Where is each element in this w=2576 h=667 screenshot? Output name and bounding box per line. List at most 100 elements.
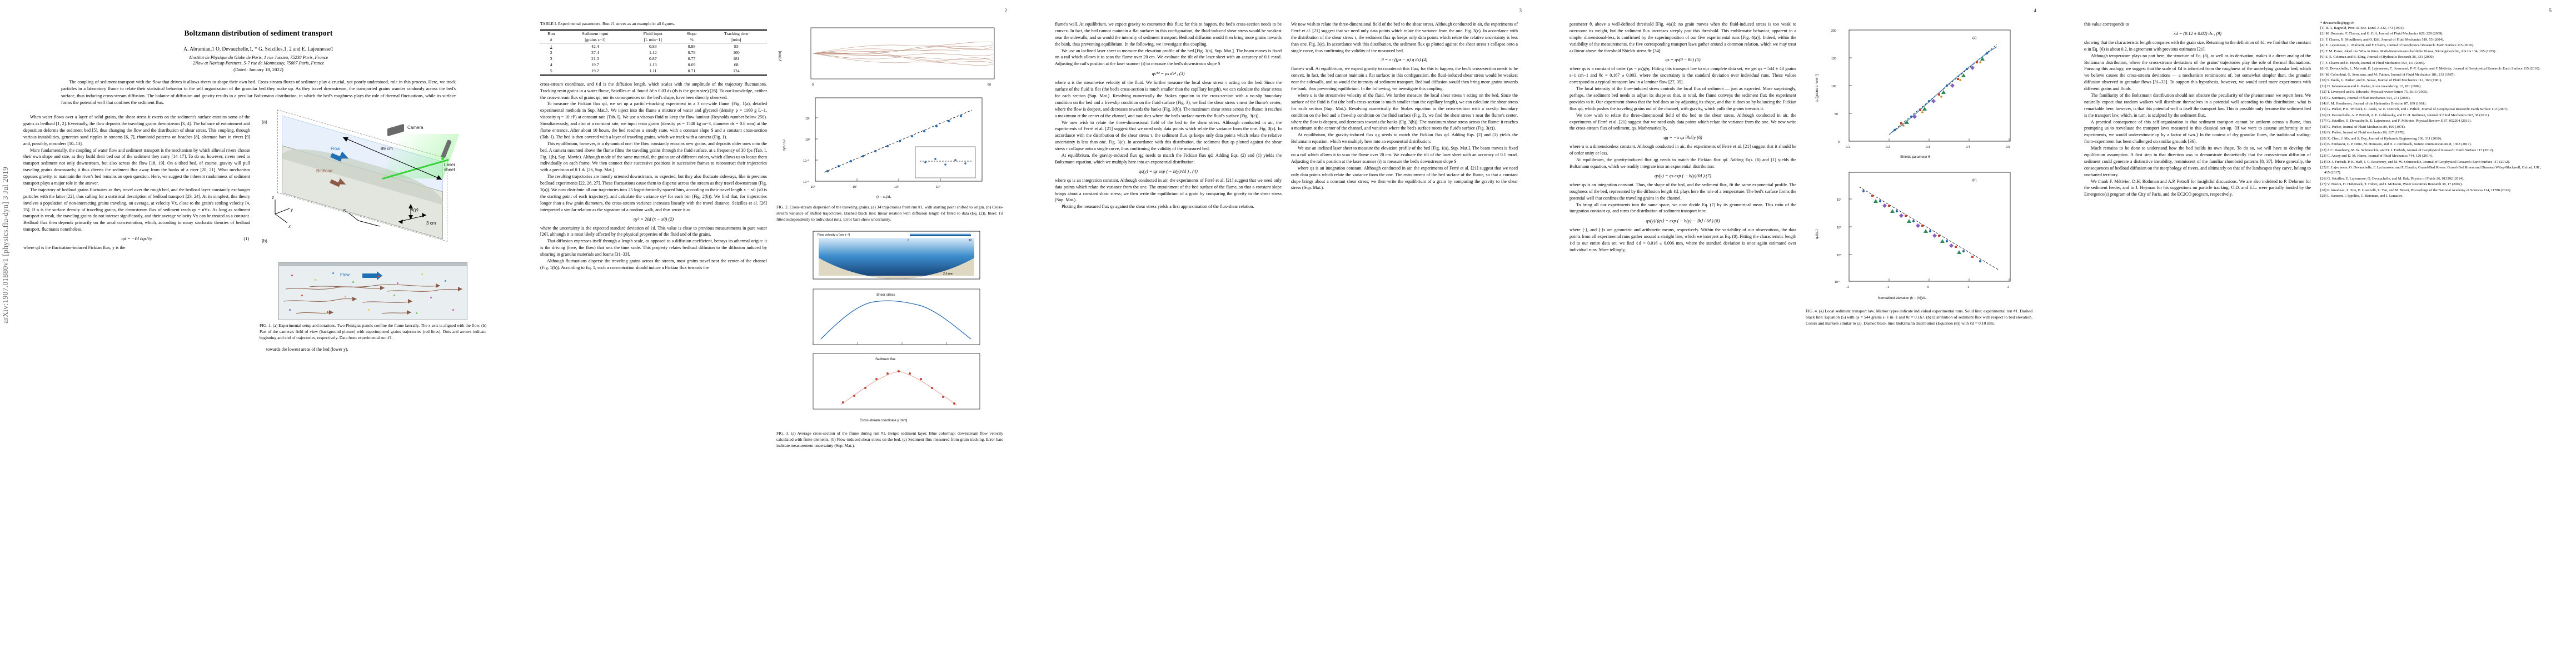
paragraph: More fundamentally, the coupling of wate… <box>23 147 250 186</box>
table-cell: 0.87 <box>649 56 657 61</box>
paragraph: where qs is a constant of order (ρs − ρs… <box>1569 66 1796 85</box>
table-1-caption: TABLE I. Experimental parameters. Run #1… <box>540 21 675 26</box>
laser-sheet-label: Laser sheet <box>444 162 456 172</box>
paragraph: cross-stream coordinate, and ℓd is the d… <box>540 81 767 100</box>
svg-text:100: 100 <box>1831 85 1836 88</box>
reference-item: [5] F. M. Exner, Akad. der Wiss in Wien,… <box>2320 49 2497 53</box>
photo-flow-label: Flow <box>340 272 350 278</box>
equation-4: qs(y) = qs exp ( − h(y)/ℓd ) , (4) <box>1139 168 1198 174</box>
reference-item: [25] E. Lajeunesse, O. Devauchelle, F. L… <box>2320 166 2542 175</box>
svg-text:10⁰: 10⁰ <box>805 138 810 142</box>
flume-schematic: (a) Camera Laser sheet 89 cm <box>260 109 486 257</box>
table-cell: 0.69 <box>687 62 696 67</box>
paragraph: flume's wall. At equilibrium, we expect … <box>1055 22 1282 47</box>
paragraph: where qs is an integration constant. Thu… <box>1569 182 1796 201</box>
reference-item: [24] D. J. Furbish, P. K. Haff, J. C. Ro… <box>2320 160 2510 164</box>
grain <box>332 272 334 275</box>
table-row: 2 37.4 1.12 0.79 100 <box>540 49 767 56</box>
equation-9: qs(y)/⟨qs⟩ = exp ( − h(y) − ⟨h⟩ / ℓd ) (… <box>1646 218 1720 224</box>
page3-column-1: flume's wall. At equilibrium, we expect … <box>1055 21 1282 210</box>
svg-text:1: 1 <box>1967 286 1969 289</box>
paragraph: The local intensity of the flow-induced … <box>1569 86 1796 111</box>
figure-1: (a) Camera Laser sheet 89 cm <box>260 109 486 341</box>
paragraph: where u is the streamwise velocity of th… <box>1291 93 1518 131</box>
reference-item: [20] X. Chen, J. Ma, and S. Dey, Journal… <box>2320 136 2442 141</box>
paragraph: where α is a dimensionless constant. Alt… <box>1569 144 1796 156</box>
svg-text:50: 50 <box>1835 113 1838 116</box>
table-cell: 4 <box>550 62 552 67</box>
svg-text:0.1: 0.1 <box>1846 146 1850 149</box>
table-header-row: Run Sediment input Fluid input Slope Tra… <box>540 29 767 37</box>
reference-item: [4] E. Lajeunesse, L. Malverti, and F. C… <box>2320 43 2474 48</box>
table-cell: 0.79 <box>687 49 696 55</box>
figure-2: y [mm] 0 60 <box>776 24 1003 222</box>
equation-5: θ = τ / ((ρs − ρ) g ds) (4) <box>1381 57 1428 63</box>
affiliation-1: 1Institut de Physique du Globe de Paris,… <box>188 55 328 60</box>
svg-text:10⁰: 10⁰ <box>1837 254 1841 257</box>
figure-3-panels: Flow velocity u [cm s⁻¹] 0 12 2.5 mm She… <box>776 228 1003 429</box>
table-cell: 181 <box>733 56 740 61</box>
svg-text:0.2: 0.2 <box>1886 146 1890 149</box>
svg-text:10⁻¹: 10⁻¹ <box>803 160 809 163</box>
grain <box>416 312 417 315</box>
table-units-row: # [grains s−1] [L min−1] % [min] <box>540 37 767 43</box>
svg-text:0: 0 <box>812 83 814 87</box>
table-cell: 19.2 <box>591 68 599 73</box>
reference-item: [22] J. C. Roseberry, M. W. Schmeeckle, … <box>2320 148 2494 152</box>
reference-item: [12] T. Liverpool and S. Edwards, Physic… <box>2320 90 2428 94</box>
figure-2b-xlabel: (x − x₀)/dₛ <box>876 196 891 199</box>
page4-column-2: (a) <box>1806 21 2032 332</box>
svg-text:−2: −2 <box>1846 286 1849 289</box>
paragraph: To bring all our experiments into the sa… <box>1569 202 1796 214</box>
svg-text:12: 12 <box>969 239 972 242</box>
table-cell: 124 <box>733 68 740 73</box>
paragraph: We use an inclined laser sheet to measur… <box>1055 48 1282 67</box>
equation-3: qs*² = ρs dₛ⁴ , (3) <box>1152 71 1185 77</box>
grain <box>291 275 293 277</box>
figure-2a-ylabel: y [mm] <box>779 51 782 61</box>
svg-text:0.3: 0.3 <box>1926 146 1930 149</box>
reference-item: [11] H. Johannesson and G. Parker, River… <box>2320 84 2421 88</box>
flume-photo: Flow <box>278 262 467 321</box>
bedload-label: Bedload <box>316 168 333 174</box>
page2-column-1: TABLE I. Experimental parameters. Run #1… <box>540 21 767 455</box>
page-1: arXiv:1907.01880v1 [physics.flu-dyn] 3 J… <box>0 0 517 667</box>
paragraph: This equilibrium, however, is a dynamica… <box>540 141 767 173</box>
page1-column-2: (a) Camera Laser sheet 89 cm <box>260 109 486 353</box>
figure-4b-boltzmann-plot: (b) <box>1806 167 2032 306</box>
page-title: Boltzmann distribution of sediment trans… <box>184 29 333 37</box>
table-row: 4 19.7 1.13 0.69 68 <box>540 62 767 68</box>
reference-item: [14] F. M. Henderson, Journal of the Hyd… <box>2320 101 2426 106</box>
reference-item: [18] G. Parker, Journal of Fluid Mechani… <box>2320 125 2406 129</box>
paragraph: We now wish to relate the three-dimensio… <box>1055 120 1282 152</box>
paragraph: where ⟨·⟩, and ⟨·⟩s are geometric and ar… <box>1569 227 1796 253</box>
reference-item: [7] F. Charru and E. Hinch, Journal of F… <box>2320 61 2425 65</box>
reference-item: [6] S. E. Coleman and B. Eling, Journal … <box>2320 55 2435 59</box>
equation-7: qg = −α qs ∂h/∂y (6) <box>1663 135 1702 141</box>
table-cell: 1.13 <box>649 62 657 67</box>
svg-text:0: 0 <box>1838 141 1840 144</box>
dimension-arrows <box>342 137 442 227</box>
figure-4-caption: FIG. 4. (a) Local sediment transport law… <box>1806 308 2032 326</box>
paragraph: When water flows over a layer of solid g… <box>23 115 250 146</box>
figure-2a-trajectories-plot: y [mm] 0 60 <box>776 24 1003 91</box>
figure-4b-label: (b) <box>1972 179 1976 182</box>
paragraph: where qs is an integration constant. Alt… <box>1055 177 1282 203</box>
figure-2b-variance-plot: 10⁰ 10¹ 10² 10³ 10⁻² 10⁻¹ 10⁰ 10¹ <box>776 93 1003 202</box>
svg-text:200: 200 <box>1831 29 1836 33</box>
paragraph: Although temperature plays no part here,… <box>2084 53 2311 92</box>
grain <box>393 295 395 297</box>
svg-text:0: 0 <box>1927 286 1929 289</box>
page5-column-1: this value corresponds to λd = (0.12 ± 0… <box>2084 21 2311 200</box>
table-cell: 21.3 <box>591 56 599 61</box>
svg-text:2.5 mm: 2.5 mm <box>943 272 953 276</box>
author-list: A. Abramian,1 O. Devauchelle,1, * G. Sei… <box>183 47 333 52</box>
reference-item: [16] O. Devauchelle, A. P. Petroff, A. E… <box>2320 113 2490 117</box>
equation-10: λd = (0.12 ± 0.02) ds , (9) <box>2173 31 2222 36</box>
figure-4b-ylabel: qₛ/⟨qₛ⟩ <box>1815 230 1819 240</box>
reference-item: [28] P. Amodeau, Z. Zou, E. Guazzelli, L… <box>2320 188 2512 192</box>
h-of-y-label: h(y) <box>411 207 418 213</box>
paragraph: We thank F. Métivier, D.H. Rothman and A… <box>2084 178 2311 197</box>
svg-text:10³: 10³ <box>936 186 940 189</box>
grain <box>452 309 454 311</box>
